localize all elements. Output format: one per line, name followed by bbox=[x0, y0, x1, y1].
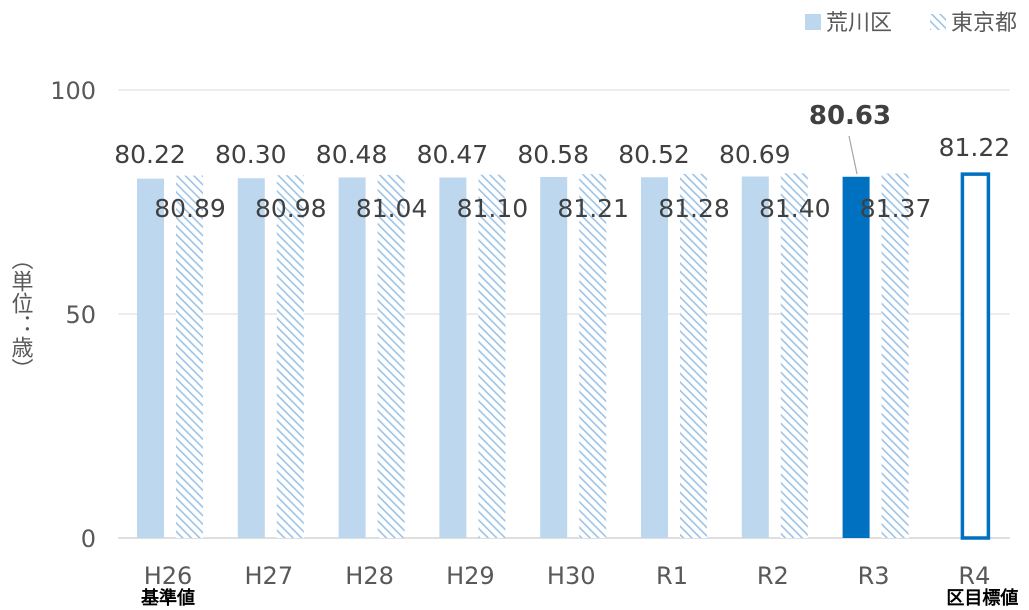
legend-label-arakawa: 荒川区 bbox=[826, 11, 892, 36]
y-tick-label: 50 bbox=[65, 301, 96, 329]
x-tick-label: H30 bbox=[547, 562, 596, 590]
data-label-arakawa: 80.58 bbox=[517, 140, 589, 169]
baseline-caption: 基準値 bbox=[140, 587, 195, 609]
data-label-arakawa: 80.69 bbox=[719, 140, 791, 169]
bar-layer bbox=[137, 172, 991, 540]
bar-tokyo bbox=[276, 175, 304, 538]
x-tick-label: H27 bbox=[245, 562, 294, 590]
bar-arakawa bbox=[641, 177, 668, 539]
data-label-tokyo: 81.37 bbox=[860, 194, 932, 223]
y-tick-label: 0 bbox=[81, 525, 96, 553]
x-tick-label: H29 bbox=[446, 562, 495, 590]
x-tick-label: R2 bbox=[757, 562, 789, 590]
bar-tokyo bbox=[377, 174, 405, 538]
y-tick-label: 100 bbox=[50, 77, 96, 105]
legend: 荒川区 東京都 bbox=[805, 11, 1017, 36]
x-tick-label: R3 bbox=[858, 562, 890, 590]
data-label-arakawa: 80.52 bbox=[618, 140, 690, 169]
x-tick-label: H26 bbox=[144, 562, 193, 590]
bar-tokyo bbox=[579, 174, 607, 538]
bar-arakawa bbox=[237, 178, 265, 539]
legend-swatch-arakawa bbox=[805, 14, 821, 30]
data-label-tokyo: 81.28 bbox=[658, 194, 730, 223]
bar-tokyo bbox=[780, 173, 808, 538]
data-label-tokyo: 81.40 bbox=[759, 194, 831, 223]
x-tick-label: R4 bbox=[958, 562, 990, 590]
data-label-arakawa: 80.30 bbox=[215, 140, 287, 169]
x-tick-label: H28 bbox=[345, 562, 394, 590]
bar-arakawa bbox=[137, 178, 164, 539]
data-label-tokyo: 81.10 bbox=[457, 194, 529, 223]
x-tick-label: R1 bbox=[656, 562, 688, 590]
data-label-arakawa: 80.22 bbox=[114, 140, 186, 169]
bar-arakawa bbox=[338, 177, 366, 539]
target-caption: 区目標値 bbox=[946, 587, 1018, 609]
data-label-arakawa: 80.47 bbox=[417, 140, 489, 169]
bar-tokyo bbox=[881, 173, 909, 538]
bar-arakawa bbox=[741, 176, 769, 539]
data-label-target: 81.22 bbox=[939, 133, 1011, 162]
leader-line bbox=[848, 135, 858, 175]
bar-target bbox=[960, 172, 991, 540]
bar-arakawa bbox=[842, 176, 870, 539]
data-label-tokyo: 81.04 bbox=[356, 194, 428, 223]
bar-arakawa bbox=[439, 177, 467, 539]
label-layer: 80.22 80.89 80.30 80.98 80.48 81.04 80.47 81.10… bbox=[114, 101, 1010, 223]
data-label-arakawa: 80.48 bbox=[316, 140, 388, 169]
bar-arakawa bbox=[540, 177, 568, 539]
data-label-arakawa: 80.63 bbox=[809, 101, 891, 131]
y-axis-title: （単位：歳） bbox=[8, 248, 34, 380]
data-label-tokyo: 80.98 bbox=[255, 194, 327, 223]
bar-tokyo bbox=[680, 173, 707, 538]
bar-tokyo bbox=[478, 174, 506, 538]
legend-label-tokyo: 東京都 bbox=[951, 11, 1017, 36]
legend-swatch-tokyo bbox=[930, 14, 946, 30]
bar-tokyo bbox=[176, 175, 203, 538]
data-label-tokyo: 81.21 bbox=[557, 194, 629, 223]
data-label-tokyo: 80.89 bbox=[154, 194, 226, 223]
